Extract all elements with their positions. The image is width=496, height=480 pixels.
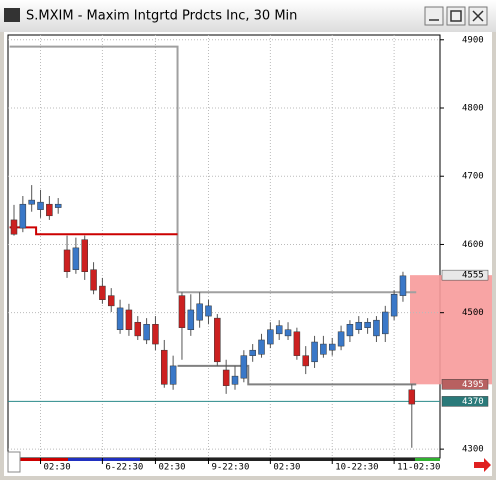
candle-body [222, 369, 230, 386]
price-tag [441, 269, 489, 281]
app-icon [4, 8, 20, 22]
candle-body [54, 203, 62, 208]
candle-body [355, 321, 363, 330]
scroll-arrow[interactable] [474, 458, 491, 472]
candle-body [196, 303, 203, 321]
candle-body [231, 375, 239, 385]
candle-body [28, 199, 35, 205]
candle-body [169, 365, 177, 385]
candle-body [125, 309, 133, 330]
candle-body [275, 325, 283, 335]
y-tick-label: 4300 [462, 445, 484, 455]
price-tag-label: 4555 [462, 271, 484, 281]
x-tick-label: 02:30 [158, 463, 185, 473]
price-tag [441, 379, 489, 390]
candle-body [382, 311, 389, 335]
y-tick-label: 4600 [462, 240, 484, 250]
candle-body [10, 219, 18, 235]
candle-body [134, 321, 142, 337]
scroll-box[interactable] [7, 451, 21, 473]
y-tick-label: 4900 [462, 35, 484, 45]
candle-body [267, 329, 274, 345]
y-tick-label: 4700 [462, 172, 484, 182]
candle-body [258, 339, 265, 355]
candle-body [143, 324, 150, 341]
x-tick-label: 10-22:30 [335, 463, 378, 473]
candle-body [373, 319, 380, 337]
candle-body [293, 331, 301, 356]
candle-body [311, 341, 318, 363]
candle-body [116, 307, 124, 330]
candle-body [328, 343, 336, 351]
x-tick-label: 11-02:30 [397, 463, 440, 473]
title-bar [0, 0, 496, 32]
candle-body [205, 305, 212, 317]
candle-body [337, 331, 345, 347]
minimize-button[interactable] [424, 6, 444, 26]
y-tick-label: 4800 [462, 104, 484, 114]
candle-body [90, 269, 97, 291]
candle-body [240, 355, 248, 379]
candle-body [63, 249, 71, 272]
candle-body [284, 329, 292, 337]
candle-body [178, 295, 186, 328]
session-strip [140, 458, 440, 461]
candle-body [187, 309, 195, 330]
y-tick-label: 4500 [462, 308, 484, 318]
price-tag-label: 4370 [462, 397, 484, 407]
candle-body [107, 295, 115, 307]
x-tick-label: 02:30 [44, 463, 71, 473]
candle-body [320, 343, 327, 355]
candle-body [19, 203, 27, 229]
price-tag [441, 396, 489, 407]
candle-body [72, 247, 80, 270]
candle-body [390, 294, 398, 317]
x-tick-label: 9-22:30 [211, 463, 249, 473]
session-strip [415, 458, 440, 461]
indicator-line [177, 364, 417, 386]
candle-body [46, 203, 53, 217]
x-tick-label: 02:30 [273, 463, 300, 473]
candle-body [249, 349, 256, 356]
price-tag-label: 4395 [462, 380, 484, 390]
indicator-line [9, 226, 178, 236]
candle-body [161, 349, 168, 385]
candle-body [37, 201, 44, 210]
candle-body [302, 355, 309, 367]
candle-body [152, 324, 159, 345]
window-title: S.MXIM - Maxim Intgrtd Prdcts Inc, 30 Mi… [26, 9, 297, 24]
x-tick-label: 6-22:30 [105, 463, 143, 473]
candle-body [399, 275, 407, 296]
session-strip [68, 458, 140, 461]
candle-body [364, 321, 371, 328]
candle-body [408, 389, 416, 405]
session-strip [8, 458, 68, 461]
indicator-line [9, 45, 417, 294]
candle-body [346, 324, 354, 337]
candle-body [81, 239, 88, 272]
price-zone [410, 275, 492, 385]
candle-body [214, 317, 221, 363]
candle-body [99, 285, 106, 300]
window-button-icons [429, 10, 484, 22]
maximize-button[interactable] [446, 6, 466, 26]
